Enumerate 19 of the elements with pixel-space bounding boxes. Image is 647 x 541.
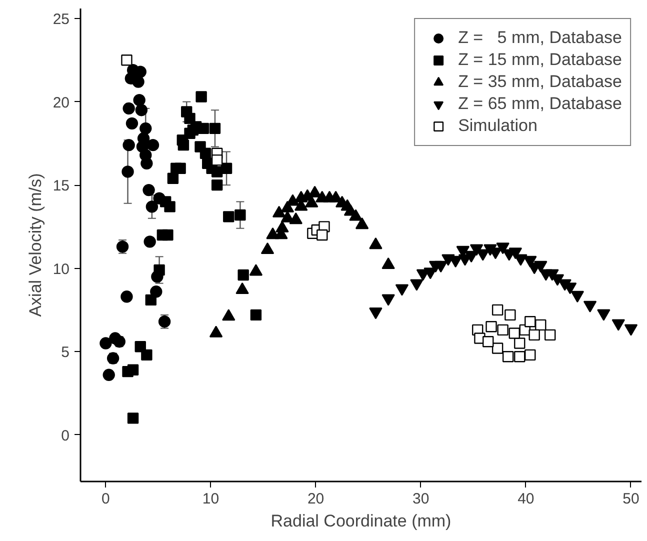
legend-label: Z = 35 mm, Database xyxy=(458,71,622,93)
x-tick-label: 30 xyxy=(412,490,430,508)
y-tick-label: 15 xyxy=(52,178,70,195)
x-axis-title: Radial Coordinate (mm) xyxy=(270,512,452,530)
legend-label: Z = 15 mm, Database xyxy=(458,49,622,71)
x-tick-label: 0 xyxy=(102,490,110,508)
legend-label: Z = 65 mm, Database xyxy=(458,93,622,115)
legend-label: Z = 5 mm, Database xyxy=(458,27,622,49)
x-tick-label: 40 xyxy=(518,490,534,508)
legend-label: Simulation xyxy=(458,115,538,137)
x-tick-label: 50 xyxy=(622,490,640,508)
y-tick-label: 5 xyxy=(61,344,70,362)
y-tick-label: 10 xyxy=(52,260,70,278)
x-tick-label: 20 xyxy=(307,490,324,508)
y-tick-label: 25 xyxy=(52,10,70,28)
y-axis-title: Axial Velocity (m/s) xyxy=(26,173,45,317)
y-tick-label: 0 xyxy=(61,427,70,444)
y-tick-label: 20 xyxy=(52,94,70,112)
x-tick-label: 10 xyxy=(202,490,220,508)
